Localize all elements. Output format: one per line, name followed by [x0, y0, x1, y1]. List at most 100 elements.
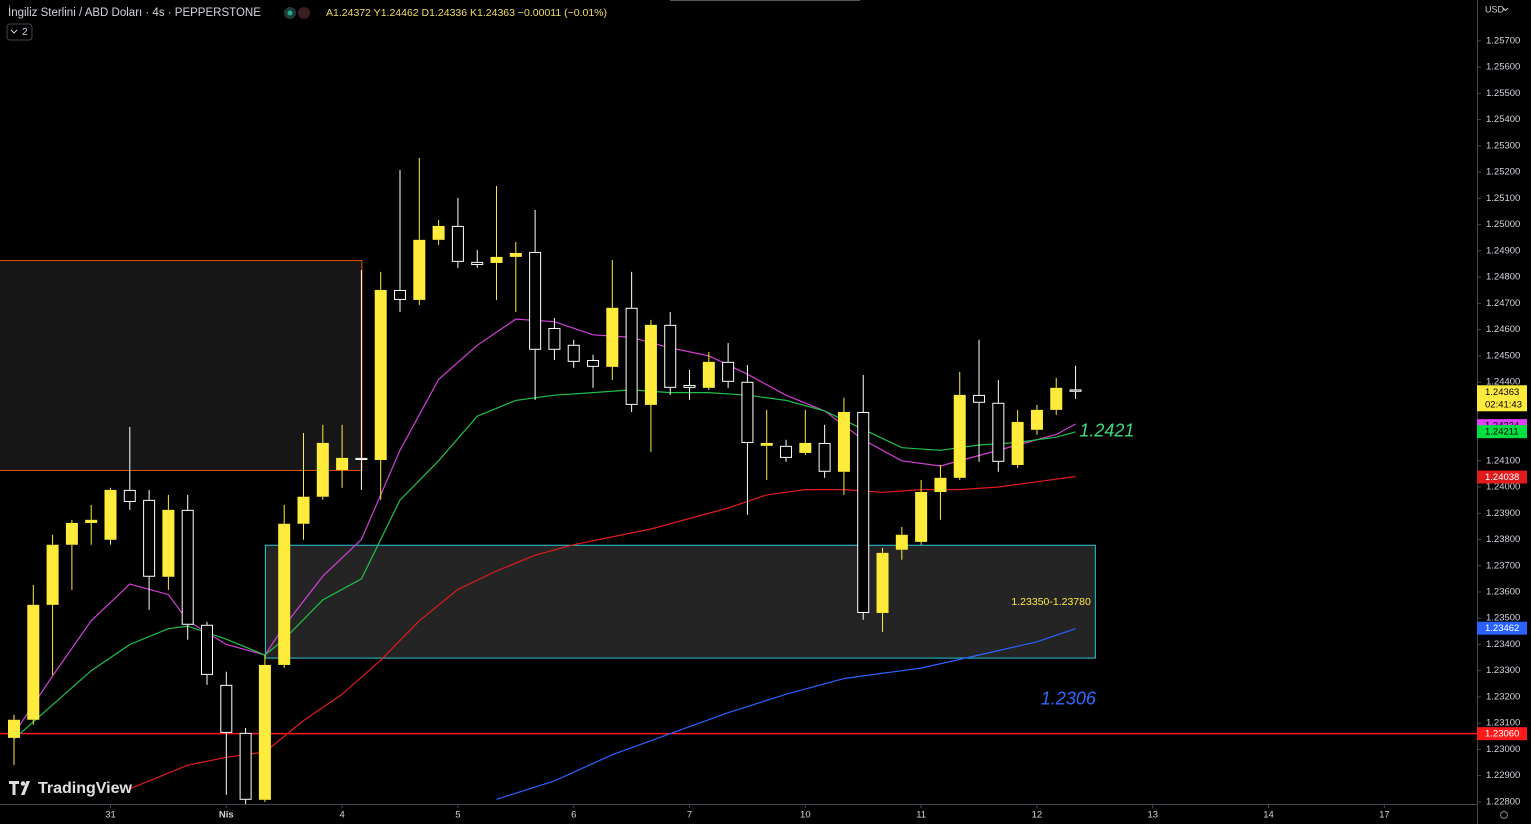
y-tick-label: 1.24600: [1486, 324, 1520, 335]
candle-body: [316, 442, 329, 497]
candle-body: [394, 289, 407, 300]
annotation: 1.2421: [1079, 421, 1134, 441]
candle-body: [432, 225, 445, 240]
y-tick-label: 1.25300: [1486, 140, 1520, 151]
candle-body: [104, 489, 117, 540]
price-tag-label: 1.24363: [1485, 387, 1519, 398]
status-icon: [298, 7, 310, 19]
plot-area: 1.23350-1.23780 1.2421 1.2306: [0, 157, 1477, 804]
price-tag-label: 1.24211: [1485, 427, 1519, 438]
candle-body: [818, 442, 831, 472]
currency-label[interactable]: USD: [1485, 4, 1505, 14]
logo-dot: [20, 781, 26, 786]
candle-body: [258, 664, 271, 800]
y-tick-label: 1.22900: [1486, 770, 1520, 781]
y-tick-label: 1.23800: [1486, 534, 1520, 545]
y-tick-label: 1.23200: [1486, 691, 1520, 702]
x-tick-label: 12: [1032, 810, 1043, 821]
y-tick-label: 1.23400: [1486, 639, 1520, 650]
x-tick-label: 4: [339, 810, 344, 821]
candle-body: [1069, 389, 1082, 392]
price-tag-label: 1.24038: [1485, 472, 1519, 483]
candle-body: [471, 261, 484, 266]
candle-body: [606, 307, 619, 367]
candle-body: [780, 445, 793, 458]
brand-logo: TradingView: [9, 780, 133, 797]
y-tick-label: 1.25200: [1486, 167, 1520, 178]
status-dot-inner: [287, 10, 293, 16]
candle-body: [355, 457, 368, 460]
x-tick-label: 31: [105, 810, 116, 821]
candle-body: [509, 252, 522, 257]
y-tick-label: 1.25000: [1486, 219, 1520, 230]
candle-body: [7, 719, 20, 738]
price-tag: [1477, 470, 1527, 484]
candle-body: [162, 509, 175, 577]
indicator-toggle[interactable]: [6, 23, 33, 41]
candle-body: [490, 256, 503, 263]
candle-body: [644, 324, 657, 405]
candle-body: [46, 544, 59, 605]
x-tick-label: 17: [1379, 810, 1390, 821]
indicator-count: 2: [22, 27, 28, 38]
y-tick-label: 1.24700: [1486, 298, 1520, 309]
logo-icon: [9, 781, 30, 795]
x-tick-label: 6: [571, 810, 576, 821]
ohlc-values: A1.24372 Y1.24462 D1.24336 K1.24363 −0.0…: [326, 7, 607, 19]
brand-name: TradingView: [38, 780, 133, 797]
candle-body: [915, 492, 928, 542]
candle-body: [85, 519, 98, 523]
candle-body: [683, 384, 696, 388]
candle-body: [895, 534, 908, 550]
candle-body: [722, 361, 735, 382]
y-tick-label: 1.23700: [1486, 560, 1520, 571]
candle-body: [953, 394, 966, 478]
top-handle: [670, 0, 860, 1]
y-tick-label: 1.23900: [1486, 508, 1520, 519]
price-tag: [1477, 727, 1527, 741]
candle-body: [934, 477, 947, 493]
annotation: 1.2306: [1041, 688, 1097, 708]
moving-average-line: [496, 628, 1076, 800]
candle-body: [1011, 421, 1024, 465]
candle-body: [1050, 387, 1063, 410]
y-tick-label: 1.24000: [1486, 482, 1520, 493]
x-tick-label: 11: [916, 810, 926, 821]
candle-body: [65, 522, 78, 545]
candle-body: [374, 289, 387, 460]
zone-label: 1.23350-1.23780: [1011, 596, 1091, 608]
x-tick-label: 7: [687, 810, 692, 821]
candle-body: [1030, 409, 1043, 430]
candle-body: [413, 239, 426, 300]
y-tick-label: 1.25500: [1486, 88, 1520, 99]
candle-body: [27, 604, 40, 720]
y-tick-label: 1.24900: [1486, 245, 1520, 256]
candle-body: [336, 457, 349, 470]
y-tick-label: 1.25700: [1486, 35, 1520, 46]
candle-body: [760, 442, 773, 446]
y-tick-label: 1.24400: [1486, 377, 1520, 388]
y-tick-label: 1.22800: [1486, 796, 1520, 807]
x-tick-label: Nis: [219, 810, 234, 821]
candle-body: [625, 307, 638, 405]
candle-body: [567, 344, 580, 362]
countdown-label: 02:41:43: [1485, 399, 1522, 410]
candle-body: [548, 328, 561, 350]
price-tag: [1477, 621, 1527, 635]
candle-body: [876, 552, 889, 613]
zone: [264, 544, 1096, 659]
candle-body: [741, 381, 754, 443]
settings-icon[interactable]: [1500, 811, 1508, 819]
candle-body: [837, 411, 850, 472]
price-tag: [1477, 425, 1527, 439]
candle-body: [451, 225, 464, 262]
zone: [0, 260, 363, 471]
x-tick-label: 5: [455, 810, 460, 821]
chevron-icon: [10, 29, 18, 34]
x-tick-label: 14: [1263, 810, 1274, 821]
candle-body: [973, 394, 986, 403]
candle-body: [143, 499, 156, 577]
candle-body: [220, 684, 233, 733]
y-tick-label: 1.24500: [1486, 350, 1520, 361]
price-tag: [1477, 385, 1527, 412]
